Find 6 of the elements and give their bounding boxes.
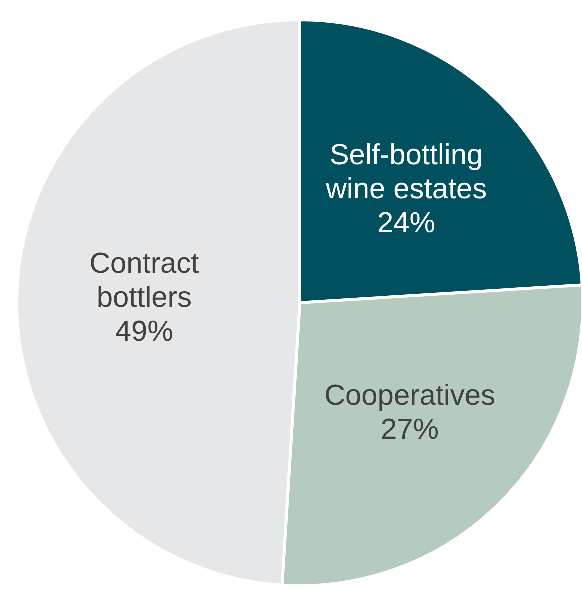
data-label: 27%	[381, 414, 440, 446]
data-label: 24%	[378, 208, 436, 240]
data-label: 49%	[115, 316, 174, 348]
slice-label: Contract bottlers	[90, 248, 200, 314]
slice-label: Self-bottling wine estates	[324, 140, 488, 206]
slice-label: Cooperatives	[324, 380, 496, 412]
